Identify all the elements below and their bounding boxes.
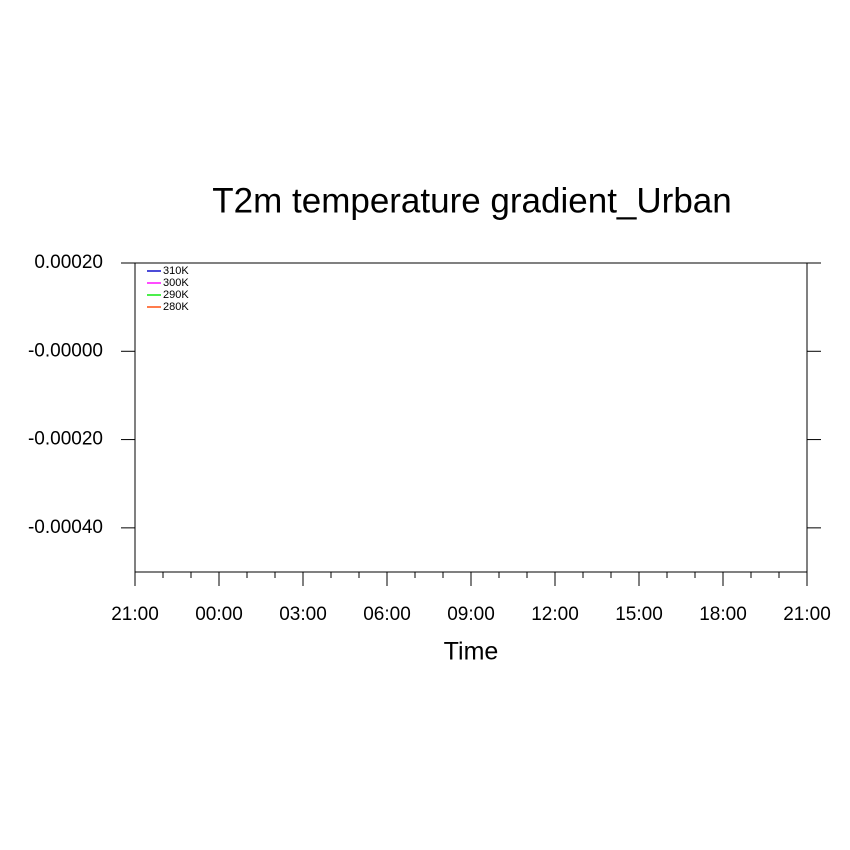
x-tick-label: 09:00 xyxy=(447,604,495,625)
x-tick-label: 12:00 xyxy=(531,604,579,625)
y-tick-label: -0.00000 xyxy=(28,340,103,361)
x-tick-label: 03:00 xyxy=(279,604,327,625)
chart-title: T2m temperature gradient_Urban xyxy=(212,181,731,220)
x-tick-label: 21:00 xyxy=(783,604,831,625)
legend-label: 300K xyxy=(163,277,189,289)
legend-label: 310K xyxy=(163,265,189,277)
x-tick-label: 06:00 xyxy=(363,604,411,625)
x-tick-label: 15:00 xyxy=(615,604,663,625)
legend-label: 290K xyxy=(163,289,189,301)
legend-label: 280K xyxy=(163,301,189,313)
y-tick-label: -0.00020 xyxy=(28,429,103,450)
y-tick-label: -0.00040 xyxy=(28,517,103,538)
x-tick-label: 00:00 xyxy=(195,604,243,625)
x-tick-label: 21:00 xyxy=(111,604,159,625)
x-axis-label: Time xyxy=(444,638,499,666)
y-tick-label: 0.00020 xyxy=(34,252,103,273)
x-tick-label: 18:00 xyxy=(699,604,747,625)
